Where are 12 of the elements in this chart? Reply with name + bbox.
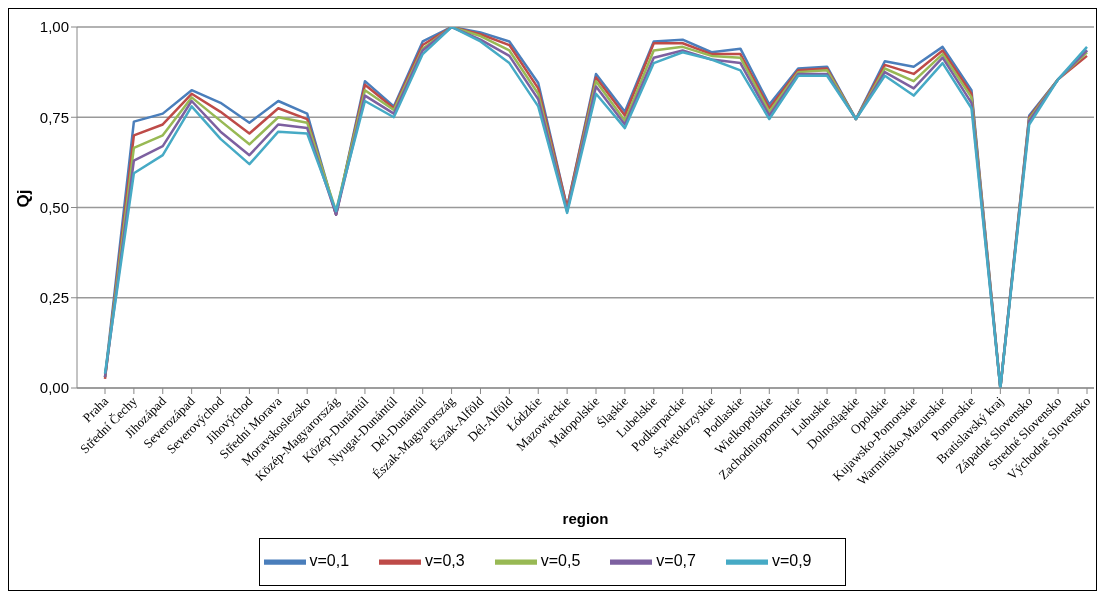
y-tick-label: 0,50 <box>39 198 69 216</box>
legend-label: v=0,9 <box>771 552 812 570</box>
legend-label: v=0,5 <box>540 552 581 570</box>
legend-label: v=0,3 <box>425 552 465 570</box>
y-axis-title: Qj <box>14 189 34 208</box>
legend-label: v=0,1 <box>309 552 350 570</box>
y-tick-label: 0,00 <box>39 379 69 397</box>
y-tick-label: 0,75 <box>39 108 69 126</box>
x-axis-title: region <box>562 510 609 527</box>
legend-label: v=0,7 <box>656 552 696 570</box>
y-tick-label: 1,00 <box>39 18 69 36</box>
y-tick-label: 0,25 <box>39 289 69 307</box>
